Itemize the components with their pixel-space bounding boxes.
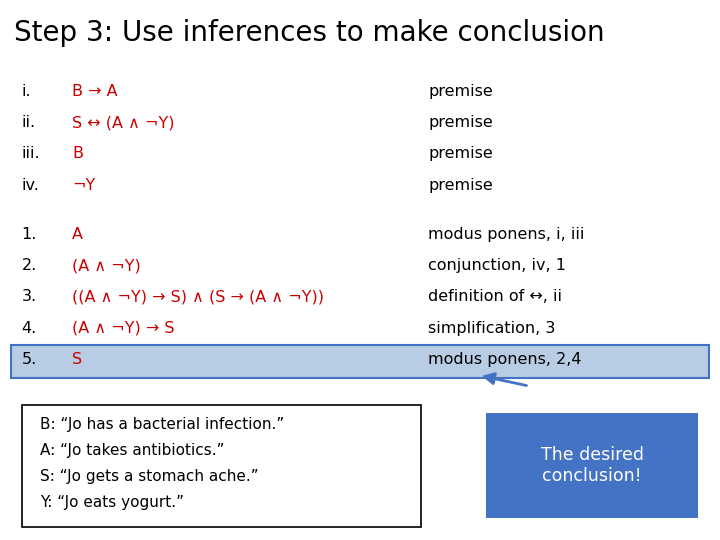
FancyBboxPatch shape: [22, 405, 421, 526]
Text: ¬Y: ¬Y: [72, 178, 95, 193]
Text: 4.: 4.: [22, 321, 37, 336]
Text: 5.: 5.: [22, 352, 37, 367]
FancyBboxPatch shape: [486, 413, 698, 518]
Text: The desired
conclusion!: The desired conclusion!: [541, 447, 644, 485]
Text: premise: premise: [428, 84, 493, 99]
Text: S ↔ (A ∧ ¬Y): S ↔ (A ∧ ¬Y): [72, 115, 174, 130]
Text: (A ∧ ¬Y): (A ∧ ¬Y): [72, 258, 140, 273]
Text: simplification, 3: simplification, 3: [428, 321, 556, 336]
Text: conjunction, iv, 1: conjunction, iv, 1: [428, 258, 567, 273]
Text: ((A ∧ ¬Y) → S) ∧ (S → (A ∧ ¬Y)): ((A ∧ ¬Y) → S) ∧ (S → (A ∧ ¬Y)): [72, 289, 324, 305]
Text: 1.: 1.: [22, 227, 37, 242]
FancyBboxPatch shape: [11, 345, 709, 378]
Text: (A ∧ ¬Y) → S: (A ∧ ¬Y) → S: [72, 321, 174, 336]
Text: A: A: [72, 227, 83, 242]
Text: Y: “Jo eats yogurt.”: Y: “Jo eats yogurt.”: [40, 495, 184, 510]
Text: i.: i.: [22, 84, 31, 99]
Text: 2.: 2.: [22, 258, 37, 273]
Text: ii.: ii.: [22, 115, 36, 130]
Text: premise: premise: [428, 178, 493, 193]
Text: B: B: [72, 146, 83, 161]
Text: modus ponens, 2,4: modus ponens, 2,4: [428, 352, 582, 367]
Text: Step 3: Use inferences to make conclusion: Step 3: Use inferences to make conclusio…: [14, 19, 605, 47]
Text: 3.: 3.: [22, 289, 37, 305]
Text: definition of ↔, ii: definition of ↔, ii: [428, 289, 562, 305]
Text: S: “Jo gets a stomach ache.”: S: “Jo gets a stomach ache.”: [40, 469, 258, 484]
Text: iv.: iv.: [22, 178, 40, 193]
Text: B → A: B → A: [72, 84, 117, 99]
Text: premise: premise: [428, 146, 493, 161]
Text: premise: premise: [428, 115, 493, 130]
Text: iii.: iii.: [22, 146, 40, 161]
Text: B: “Jo has a bacterial infection.”: B: “Jo has a bacterial infection.”: [40, 417, 284, 432]
Text: A: “Jo takes antibiotics.”: A: “Jo takes antibiotics.”: [40, 443, 224, 458]
Text: S: S: [72, 352, 82, 367]
Text: modus ponens, i, iii: modus ponens, i, iii: [428, 227, 585, 242]
